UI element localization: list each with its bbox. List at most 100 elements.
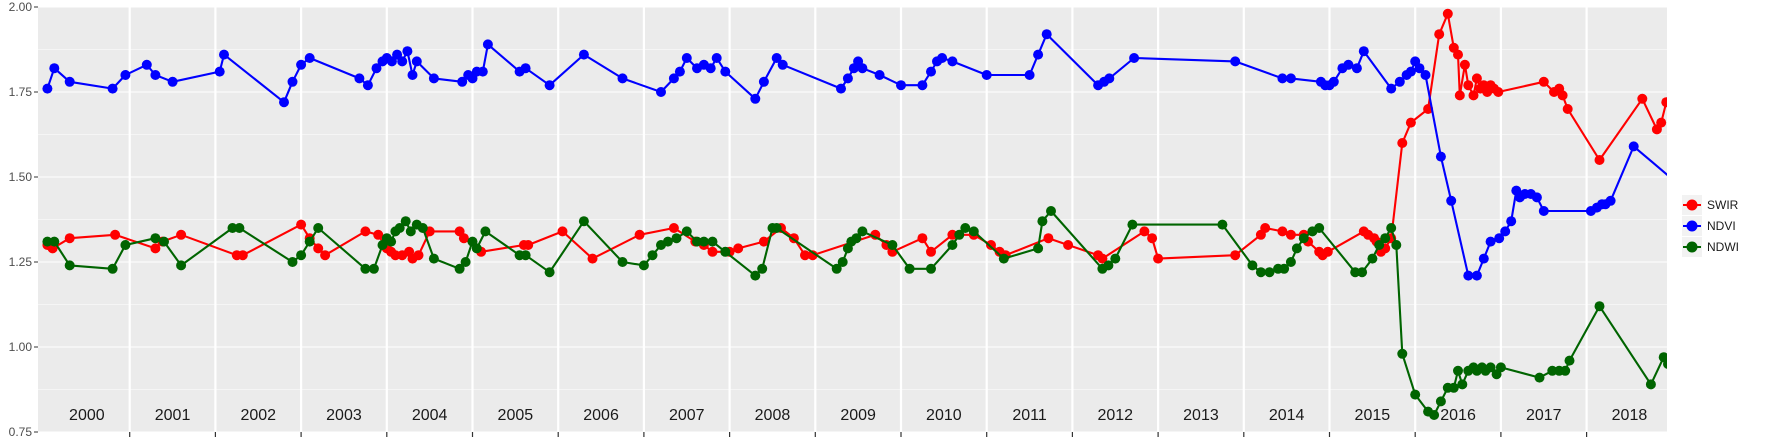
data-point-swir (1656, 117, 1667, 128)
data-point-ndwi (405, 226, 416, 237)
data-point-ndvi (64, 76, 75, 87)
data-point-ndvi (656, 87, 666, 97)
data-point-ndwi (1534, 372, 1545, 383)
data-point-ndwi (1676, 379, 1686, 389)
data-point-ndwi (681, 226, 692, 237)
data-point-ndwi (837, 257, 848, 267)
data-point-ndvi (674, 66, 685, 77)
data-point-ndwi (960, 223, 971, 233)
data-point-ndvi (668, 73, 679, 84)
data-point-ndvi (1723, 121, 1733, 131)
data-point-ndwi (227, 223, 238, 233)
year-label: 2000 (69, 407, 105, 424)
year-label: 2016 (1440, 407, 1476, 424)
data-point-ndwi (304, 236, 315, 247)
series-layer (42, 8, 1767, 420)
data-point-ndvi (681, 53, 692, 63)
data-point-swir (1277, 226, 1288, 237)
data-point-swir (1454, 90, 1465, 101)
year-label: 2018 (1612, 407, 1648, 424)
data-point-swir (1442, 8, 1453, 19)
data-point-ndvi (296, 59, 307, 70)
year-label: 2003 (326, 407, 362, 424)
legend-key-point (1686, 241, 1698, 253)
data-point-swir (1538, 76, 1549, 87)
data-point-ndwi (1429, 410, 1440, 420)
data-point-ndwi (368, 263, 379, 274)
data-point-swir (1719, 169, 1729, 179)
data-point-ndwi (1314, 223, 1325, 233)
data-point-ndvi (1386, 83, 1397, 94)
data-point-swir (1230, 250, 1241, 261)
data-point-swir (1434, 29, 1445, 40)
data-point-ndvi (1757, 121, 1767, 131)
year-label: 2006 (583, 407, 619, 424)
data-point-ndvi (1506, 216, 1517, 227)
data-point-ndwi (1448, 382, 1459, 393)
data-point-ndwi (662, 236, 673, 247)
data-point-ndvi (1446, 195, 1457, 206)
data-point-swir (64, 233, 75, 244)
data-point-swir (1471, 73, 1482, 84)
data-point-swir (1405, 117, 1416, 128)
data-point-ndvi (842, 73, 853, 84)
data-point-ndvi (1605, 195, 1616, 206)
data-point-ndwi (1744, 325, 1754, 335)
year-label: 2009 (840, 407, 876, 424)
data-point-ndwi (1386, 223, 1397, 233)
year-label: 2001 (155, 407, 191, 424)
data-point-ndvi (167, 76, 178, 87)
data-point-ndwi (1736, 318, 1746, 328)
data-point-swir (110, 229, 121, 240)
data-point-ndwi (1485, 362, 1496, 373)
data-point-ndwi (234, 223, 245, 233)
data-point-ndwi (947, 240, 958, 250)
data-point-ndwi (471, 243, 482, 254)
year-label: 2012 (1097, 407, 1133, 424)
data-point-ndvi (287, 76, 298, 87)
data-point-swir (1285, 229, 1296, 240)
data-point-ndvi (771, 53, 782, 63)
legend-label: NDVI (1707, 219, 1736, 233)
data-point-ndvi (1628, 141, 1639, 152)
data-point-swir (986, 240, 996, 250)
data-point-ndwi (1298, 233, 1309, 244)
data-point-ndvi (1394, 76, 1405, 87)
data-point-ndvi (397, 56, 408, 67)
data-point-ndvi (1702, 158, 1712, 168)
series-ndwi (42, 206, 1754, 420)
year-label: 2010 (926, 407, 962, 424)
data-point-swir (1594, 155, 1605, 165)
data-point-ndvi (1710, 172, 1720, 182)
data-point-ndvi (457, 76, 468, 87)
data-point-ndwi (454, 263, 465, 274)
data-point-ndvi (354, 73, 365, 84)
data-point-ndvi (857, 63, 868, 74)
data-point-ndvi (1414, 63, 1425, 74)
data-point-ndvi (617, 73, 628, 84)
data-point-ndvi (1351, 63, 1362, 74)
data-point-ndwi (617, 257, 628, 267)
data-point-ndwi (394, 223, 405, 233)
data-point-ndvi (402, 46, 413, 57)
data-point-swir (1097, 253, 1108, 264)
data-point-ndwi (1723, 322, 1733, 332)
data-point-ndvi (1478, 253, 1489, 264)
data-point-swir (1147, 233, 1158, 244)
data-point-ndwi (428, 253, 439, 264)
data-point-swir (807, 250, 818, 261)
data-point-swir (373, 229, 384, 240)
data-point-ndwi (1033, 243, 1044, 254)
data-point-ndwi (296, 250, 307, 261)
data-point-ndwi (417, 223, 428, 233)
data-point-swir (758, 236, 769, 247)
data-point-ndwi (1740, 315, 1750, 325)
data-point-swir (1493, 87, 1504, 97)
data-point-ndvi (407, 70, 418, 80)
legend: SWIR NDVI NDWI (1682, 195, 1739, 257)
data-point-swir (1153, 253, 1164, 264)
data-point-ndvi (720, 66, 731, 77)
data-point-ndvi (1328, 76, 1339, 87)
data-point-ndvi (1277, 73, 1288, 84)
